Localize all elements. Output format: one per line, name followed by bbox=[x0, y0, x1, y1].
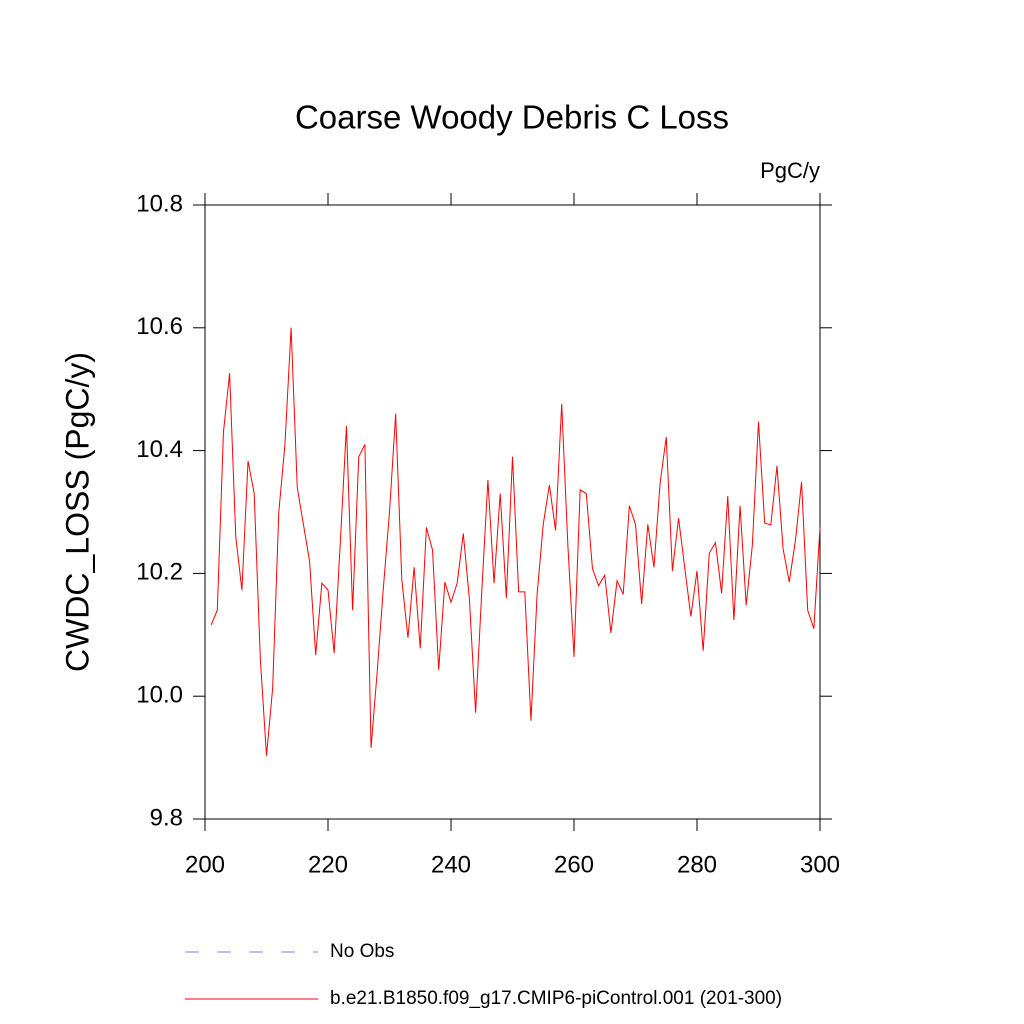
units-label: PgC/y bbox=[760, 158, 820, 183]
x-tick-label: 280 bbox=[677, 851, 717, 878]
x-tick-label: 300 bbox=[800, 851, 840, 878]
x-tick-label: 220 bbox=[308, 851, 348, 878]
y-tick-label: 9.8 bbox=[150, 804, 183, 831]
plot-frame bbox=[204, 204, 821, 820]
y-tick-label: 10.4 bbox=[136, 436, 183, 463]
data-line bbox=[210, 327, 821, 756]
y-tick-label: 10.6 bbox=[136, 313, 183, 340]
y-tick-label: 10.0 bbox=[136, 682, 183, 709]
y-tick-label: 10.2 bbox=[136, 559, 183, 586]
legend-label: No Obs bbox=[330, 941, 394, 962]
y-tick-label: 10.8 bbox=[136, 190, 183, 217]
legend-label: b.e21.B1850.f09_g17.CMIP6-piControl.001 … bbox=[330, 988, 782, 1009]
x-tick-label: 260 bbox=[554, 851, 594, 878]
x-tick-label: 200 bbox=[185, 851, 225, 878]
x-tick-label: 240 bbox=[431, 851, 471, 878]
y-axis-label: CWDC_LOSS (PgC/y) bbox=[59, 352, 95, 672]
chart-title: Coarse Woody Debris C Loss bbox=[295, 99, 729, 136]
